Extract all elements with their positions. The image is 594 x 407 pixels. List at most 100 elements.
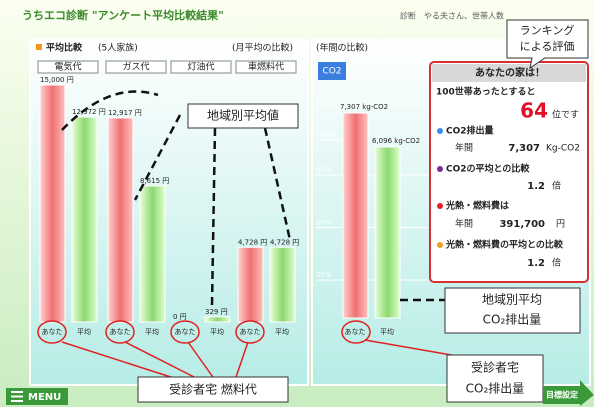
callout-text: 地域別平均値 — [207, 108, 279, 123]
co2-title: CO2排出量 — [446, 125, 494, 137]
value-label: 4,728 円 — [238, 238, 267, 246]
rank: 64 — [520, 99, 548, 123]
dashed-line — [61, 90, 159, 131]
bar — [374, 146, 401, 319]
x-label: 平均 — [145, 327, 159, 336]
value-label: 329 円 — [205, 308, 228, 316]
bar — [39, 84, 66, 323]
circle — [170, 320, 200, 344]
callout — [506, 19, 589, 70]
co2-tab-label: CO2 — [322, 67, 341, 77]
co2-period: (年間の比較) — [316, 42, 368, 54]
category-label: 電気代 — [54, 61, 81, 73]
cost-ratio: 1.2 — [527, 258, 545, 269]
y-tick-label: 50% — [316, 219, 332, 227]
cost-ratio-unit: 倍 — [552, 257, 561, 269]
x-label: あなた — [175, 328, 196, 336]
cost-ratio-title: 光熱・燃料費の平均との比較 — [445, 239, 564, 251]
bullet — [437, 166, 443, 172]
category-tab — [105, 60, 167, 74]
value-label: 4,728 円 — [270, 238, 299, 246]
x-label: 平均 — [275, 327, 289, 336]
x-label: あなた — [110, 328, 131, 336]
circle — [341, 320, 371, 344]
co2-ratio-unit: 倍 — [552, 180, 561, 192]
bar — [204, 316, 231, 323]
circle — [105, 320, 135, 344]
x-label: 平均 — [380, 327, 394, 336]
category-label: 灯油代 — [187, 61, 214, 73]
bullet — [36, 44, 42, 50]
y-tick-label: 80% — [316, 166, 332, 174]
circle — [235, 320, 265, 344]
bullet — [437, 203, 443, 209]
dashed-line — [263, 127, 292, 241]
bar — [269, 246, 296, 323]
callout-text: ランキング — [520, 23, 575, 37]
bar — [107, 117, 134, 323]
bullet — [437, 128, 443, 134]
cost-period: 年間 — [455, 218, 473, 230]
x-label: あなた — [345, 328, 366, 336]
dashed-line — [133, 114, 182, 201]
bar — [342, 112, 369, 319]
bar — [71, 116, 98, 323]
co2-tab[interactable] — [318, 62, 346, 80]
info-heading: あなたの家は！ — [475, 66, 545, 79]
callout-text: CO₂排出量 — [466, 382, 525, 396]
category-label: ガス代 — [122, 62, 149, 73]
value-label: 12,917 円 — [108, 109, 142, 117]
page-title: うちエコ診断 "アンケート平均比較結果" — [22, 8, 224, 22]
value-label: 6,096 kg-CO2 — [372, 137, 420, 145]
bar — [237, 246, 264, 323]
circle-lines — [61, 339, 481, 381]
co2-ratio: 1.2 — [527, 181, 545, 192]
info-box: あなたの家は！ 100世帯あったとすると 64 位です CO2排出量 年間 7,… — [429, 61, 589, 283]
value-label: 15,000 円 — [40, 76, 74, 84]
x-label: 平均 — [77, 327, 91, 336]
category-tab — [235, 60, 297, 74]
callout — [446, 354, 544, 403]
callout-text: 受診者宅 — [471, 360, 519, 375]
circle — [37, 320, 67, 344]
pointer-lines — [61, 90, 445, 306]
callout — [187, 103, 299, 129]
value-label: 12,972 円 — [72, 108, 106, 116]
y-tick-label: 120% — [316, 96, 336, 104]
household: (5人家族) — [98, 42, 138, 54]
value-label: 0 円 — [173, 313, 187, 321]
user-info: 診断 やる夫さん、世帯人数 — [400, 11, 504, 21]
cost-label: 平均比較 — [46, 42, 83, 54]
x-label: あなた — [240, 328, 261, 336]
x-label: 平均 — [210, 327, 224, 336]
co2-ratio-title: CO2の平均との比較 — [446, 163, 530, 175]
x-label: あなた — [42, 328, 63, 336]
rank-intro: 100世帯あったとすると — [436, 86, 536, 98]
co2-period: 年間 — [455, 142, 473, 154]
bar — [139, 185, 166, 323]
cost-period: (月平均の比較) — [232, 42, 293, 54]
menu-icon — [11, 391, 23, 402]
goal-label: 目標設定 — [546, 390, 578, 400]
callout — [444, 287, 581, 334]
bullet — [437, 242, 443, 248]
y-tick-label: 20% — [316, 271, 332, 279]
callout-text: による評価 — [520, 39, 575, 53]
co2-value: 7,307 — [508, 143, 540, 154]
callout — [137, 376, 289, 403]
category-tab — [170, 60, 232, 74]
callout-text: 受診者宅 燃料代 — [169, 382, 257, 397]
rank-unit: 位です — [552, 109, 579, 121]
category-tab — [37, 60, 99, 74]
info-heading-bg — [432, 64, 586, 82]
cost-unit: 円 — [556, 219, 565, 230]
goal-button[interactable] — [543, 380, 594, 406]
cost-title: 光熱・燃料費は — [445, 200, 509, 212]
red-circles — [37, 320, 481, 381]
value-label: 8,615 円 — [140, 177, 169, 185]
dashed-line — [210, 127, 217, 306]
category-label: 車燃料代 — [248, 61, 284, 73]
co2-unit: Kg-CO2 — [546, 144, 580, 154]
